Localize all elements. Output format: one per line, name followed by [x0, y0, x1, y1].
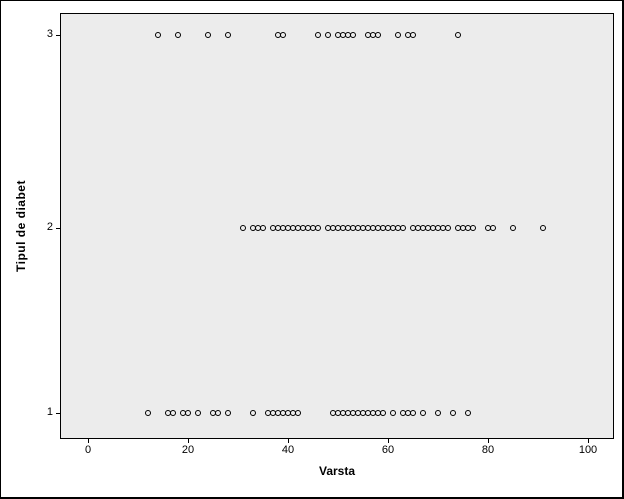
x-tick-label: 60	[381, 444, 395, 456]
data-point	[390, 410, 396, 416]
data-point	[195, 410, 201, 416]
data-point	[410, 410, 416, 416]
data-point	[225, 32, 231, 38]
data-point	[280, 32, 286, 38]
data-point	[315, 32, 321, 38]
data-point	[205, 32, 211, 38]
data-point	[540, 225, 546, 231]
data-point	[455, 32, 461, 38]
x-tick-label: 0	[84, 444, 92, 456]
x-tick-label: 40	[281, 444, 295, 456]
data-point	[240, 225, 246, 231]
data-point	[225, 410, 231, 416]
data-point	[400, 225, 406, 231]
x-tick-mark	[588, 439, 589, 443]
x-tick-mark	[288, 439, 289, 443]
data-point	[445, 225, 451, 231]
data-point	[435, 410, 441, 416]
x-tick-mark	[488, 439, 489, 443]
data-point	[380, 410, 386, 416]
data-point	[215, 410, 221, 416]
x-tick-label: 20	[181, 444, 195, 456]
x-tick-mark	[88, 439, 89, 443]
data-point	[490, 225, 496, 231]
data-point	[325, 32, 331, 38]
data-point	[465, 410, 471, 416]
data-point	[145, 410, 151, 416]
x-tick-mark	[188, 439, 189, 443]
data-point	[155, 32, 161, 38]
y-tick-label: 1	[46, 406, 53, 418]
plot-area	[60, 13, 614, 439]
x-tick-label: 100	[578, 444, 598, 456]
data-point	[260, 225, 266, 231]
data-point	[350, 32, 356, 38]
data-point	[250, 410, 256, 416]
data-point	[170, 410, 176, 416]
data-point	[510, 225, 516, 231]
y-tick-mark	[56, 35, 60, 36]
x-tick-mark	[388, 439, 389, 443]
data-point	[375, 32, 381, 38]
data-point	[315, 225, 321, 231]
data-point	[470, 225, 476, 231]
y-tick-label: 2	[46, 221, 53, 233]
data-point	[450, 410, 456, 416]
data-point	[175, 32, 181, 38]
y-tick-label: 3	[46, 28, 53, 40]
y-axis-title: Tipul de diabet	[14, 180, 28, 272]
data-point	[410, 32, 416, 38]
data-point	[395, 32, 401, 38]
data-point	[420, 410, 426, 416]
data-point	[185, 410, 191, 416]
y-tick-mark	[56, 413, 60, 414]
data-point	[295, 410, 301, 416]
y-tick-mark	[56, 228, 60, 229]
x-axis-title: Varsta	[318, 464, 356, 478]
x-tick-label: 80	[481, 444, 495, 456]
